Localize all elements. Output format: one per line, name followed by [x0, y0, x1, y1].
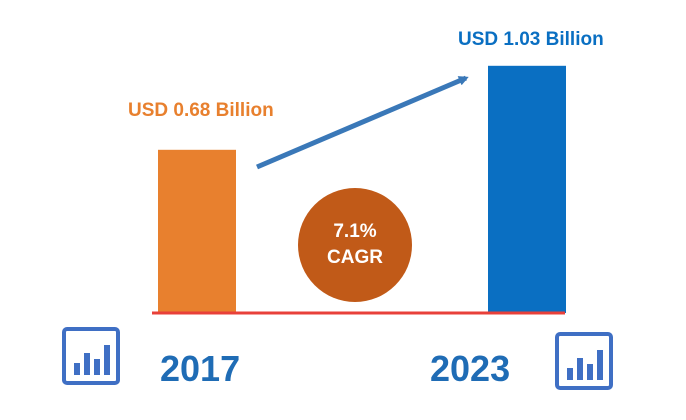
year-label-2017: 2017 — [160, 348, 241, 389]
value-label-2023: USD 1.03 Billion — [458, 29, 604, 50]
cagr-label: CAGR — [327, 247, 383, 268]
value-label-2017: USD 0.68 Billion — [128, 100, 274, 121]
bar-2017 — [158, 149, 236, 313]
growth-arrow — [256, 75, 469, 170]
cagr-value: 7.1% — [333, 221, 377, 242]
bar-2023 — [488, 65, 566, 313]
bar-chart-icon — [62, 327, 120, 390]
cagr-bubble: 7.1% CAGR — [298, 188, 412, 302]
year-label-2023: 2023 — [430, 348, 511, 389]
bar-chart-icon — [555, 332, 613, 395]
